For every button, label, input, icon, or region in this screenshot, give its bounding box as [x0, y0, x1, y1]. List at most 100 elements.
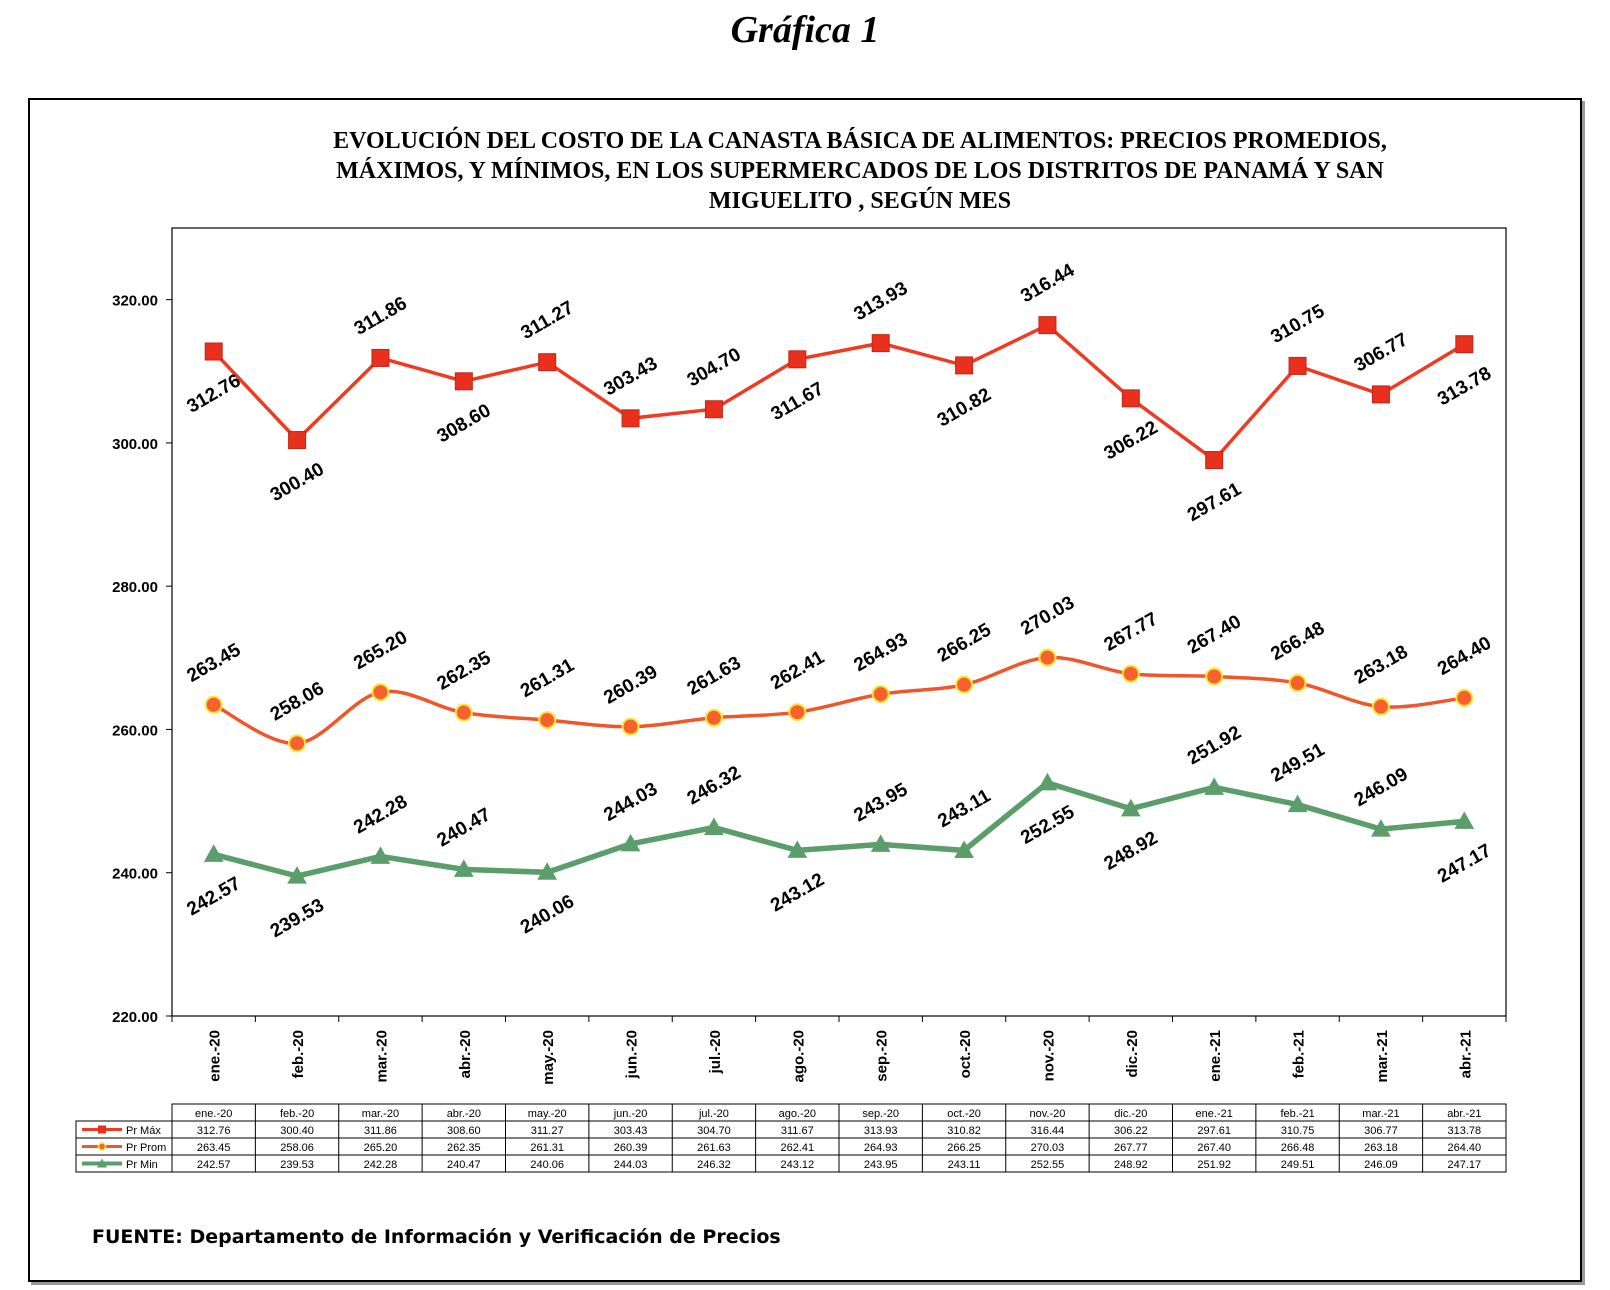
- series-line-pr-max: [212, 323, 1466, 463]
- marker-pr-min: [954, 840, 974, 858]
- chart-title: EVOLUCIÓN DEL COSTO DE LA CANASTA BÁSICA…: [333, 128, 1387, 214]
- table-cell: 240.47: [447, 1159, 481, 1171]
- table-cell: 260.39: [614, 1142, 648, 1154]
- table-cell: 308.60: [447, 1125, 481, 1137]
- table-cell: 267.77: [1114, 1142, 1148, 1154]
- table-header-cell: abr.-21: [1447, 1108, 1481, 1120]
- marker-pr-max: [704, 400, 723, 419]
- marker-pr-min: [1037, 772, 1058, 791]
- marker-pr-min: [287, 866, 307, 884]
- table-header-cell: abr.-20: [447, 1108, 481, 1120]
- table-cell: 265.20: [364, 1142, 398, 1154]
- series-line-pr-prom: [212, 655, 1465, 746]
- table-row-label: Pr Prom: [126, 1142, 166, 1154]
- table-row: [75, 1154, 1507, 1173]
- x-tick-label: mar.-21: [1374, 1030, 1391, 1083]
- data-table: ene.-20 feb.-20 mar.-20 abr.-20 may.-20 jun.-…: [75, 1103, 1507, 1173]
- marker-pr-prom: [1038, 648, 1057, 667]
- marker-pr-max: [454, 372, 473, 391]
- table-cell: 266.25: [947, 1142, 981, 1154]
- table-cell: 311.86: [364, 1125, 397, 1137]
- table-cell: 243.11: [948, 1159, 981, 1171]
- marker-pr-min: [1287, 794, 1308, 813]
- x-tick-label: abr.-21: [1457, 1030, 1474, 1078]
- marker-pr-min: [704, 817, 724, 835]
- table-cell: 297.61: [1197, 1125, 1231, 1137]
- x-tick-label: may.-20: [540, 1030, 557, 1085]
- x-tick-label: jun.-20: [624, 1030, 641, 1079]
- y-tick-label: 300.00: [112, 436, 158, 453]
- table-cell: 261.31: [530, 1142, 564, 1154]
- marker-pr-prom: [1288, 674, 1307, 693]
- table-row-label: Pr Min: [126, 1159, 158, 1171]
- table-header-cell: mar.-21: [1362, 1108, 1399, 1120]
- x-tick-label: abr.-20: [457, 1030, 474, 1078]
- plot-area: [171, 227, 1507, 1017]
- marker-pr-min: [870, 834, 891, 852]
- table-cell: 310.75: [1281, 1125, 1315, 1137]
- x-tick-label: dic.-20: [1124, 1030, 1141, 1078]
- legend-key-circle: [97, 1142, 107, 1151]
- table-cell: 262.35: [447, 1142, 481, 1154]
- table-cell: 264.40: [1447, 1142, 1481, 1154]
- table-cell: 247.17: [1447, 1159, 1481, 1171]
- marker-pr-min: [620, 833, 641, 852]
- y-tick-label: 280.00: [112, 579, 158, 596]
- y-tick-label: 240.00: [112, 866, 158, 883]
- table-cell: 311.27: [531, 1125, 564, 1137]
- table-cell: 248.92: [1114, 1159, 1148, 1171]
- table-cell: 304.70: [697, 1125, 731, 1137]
- table-cell: 243.12: [780, 1159, 814, 1171]
- table-cell: 251.92: [1197, 1159, 1231, 1171]
- table-cell: 263.18: [1364, 1142, 1398, 1154]
- marker-pr-prom: [454, 703, 473, 722]
- marker-pr-max: [621, 409, 640, 428]
- table-cell: 249.51: [1281, 1159, 1315, 1171]
- x-tick-label: ene.-20: [207, 1030, 224, 1082]
- source-note: FUENTE: Departamento de Información y Ve…: [92, 1226, 781, 1248]
- x-tick-label: nov.-20: [1040, 1030, 1057, 1081]
- table-cell: 242.57: [197, 1159, 231, 1171]
- x-tick-label: ago.-20: [790, 1030, 807, 1083]
- marker-pr-prom: [788, 703, 807, 722]
- table-cell: 306.22: [1114, 1125, 1148, 1137]
- table-cell: 262.41: [780, 1142, 814, 1154]
- table-cell: 263.45: [197, 1142, 231, 1154]
- marker-pr-prom: [204, 695, 223, 714]
- marker-pr-max: [1455, 335, 1474, 354]
- table-cell: 243.95: [864, 1159, 898, 1171]
- table-cell: 312.76: [197, 1125, 231, 1137]
- marker-pr-max: [1121, 389, 1140, 408]
- table-header-cell: may.-20: [528, 1108, 567, 1120]
- table-cell: 258.06: [280, 1142, 314, 1154]
- table-row-label: Pr Máx: [126, 1125, 161, 1137]
- x-tick-label: feb.-21: [1291, 1030, 1308, 1078]
- table-cell: 270.03: [1031, 1142, 1065, 1154]
- marker-pr-min: [203, 844, 224, 862]
- x-tick-label: jul.-20: [707, 1030, 724, 1074]
- table-header-cell: ago.-20: [779, 1108, 816, 1120]
- table-header-cell: nov.-20: [1030, 1108, 1066, 1120]
- marker-pr-prom: [538, 711, 557, 730]
- marker-pr-max: [871, 334, 890, 353]
- marker-pr-min: [1371, 819, 1391, 837]
- marker-pr-max: [955, 356, 974, 375]
- page-heading: Gráfica 1: [730, 9, 880, 51]
- table-header-cell: jun.-20: [613, 1108, 648, 1120]
- marker-pr-prom: [621, 717, 640, 736]
- marker-pr-prom: [288, 734, 307, 753]
- table-header-cell: sep.-20: [862, 1108, 899, 1120]
- x-tick-label: feb.-20: [290, 1030, 307, 1078]
- marker-pr-prom: [1205, 667, 1224, 686]
- table-cell: 267.40: [1197, 1142, 1231, 1154]
- table-cell: 316.44: [1031, 1125, 1065, 1137]
- table-header-cell: feb.-21: [1280, 1108, 1314, 1120]
- legend-key-square: [98, 1125, 106, 1134]
- x-tick-label: mar.-20: [373, 1030, 390, 1083]
- marker-pr-min: [537, 862, 558, 880]
- table-cell: 300.40: [280, 1125, 314, 1137]
- y-tick-label: 320.00: [112, 293, 158, 310]
- table-header-cell: dic.-20: [1114, 1108, 1147, 1120]
- marker-pr-max: [371, 348, 390, 367]
